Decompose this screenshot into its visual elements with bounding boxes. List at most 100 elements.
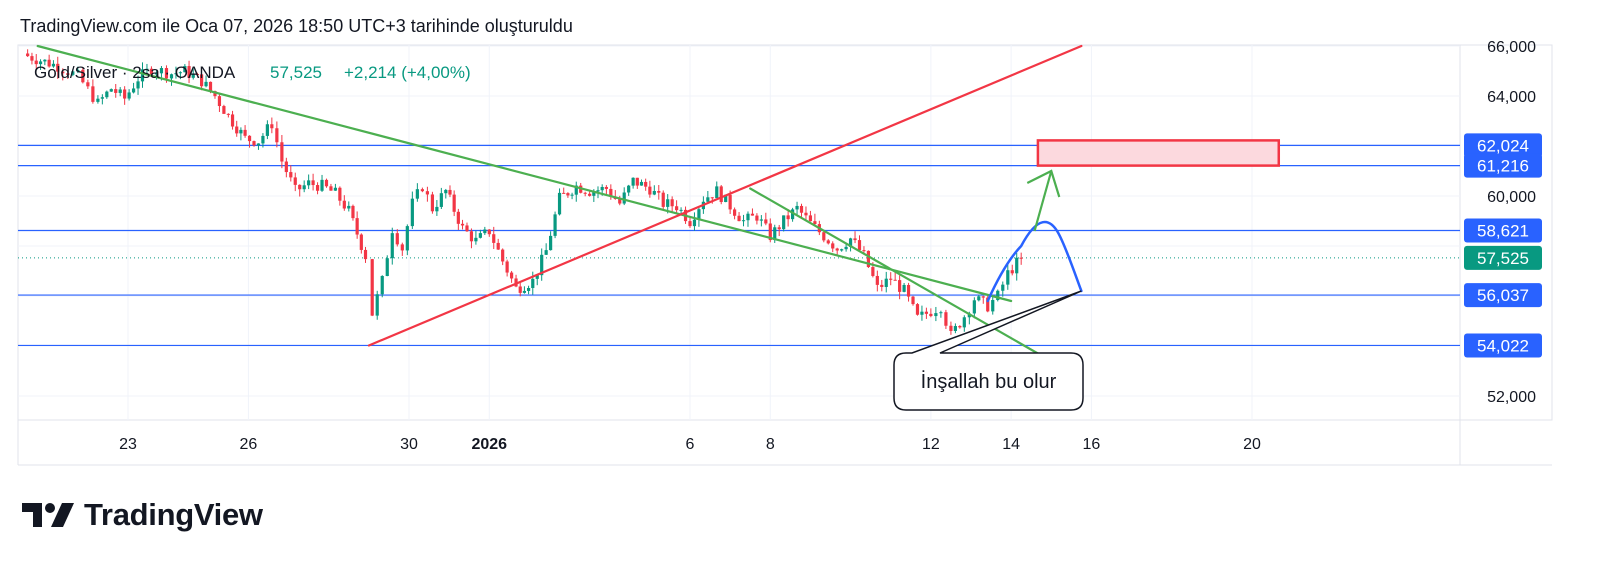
last-price-tag[interactable] <box>1464 245 1542 270</box>
candle-body <box>939 312 943 314</box>
candle-body <box>786 215 790 220</box>
price-level-tag[interactable] <box>1464 218 1542 243</box>
candle-body <box>929 313 933 317</box>
candle-body <box>342 200 346 209</box>
candle-body <box>902 284 906 292</box>
arrow-head[interactable] <box>1026 169 1061 198</box>
projection-curve[interactable] <box>986 220 1083 303</box>
green-trendline-long[interactable] <box>36 44 1013 303</box>
candle-body <box>501 249 505 262</box>
price-level-tag[interactable] <box>1464 333 1542 358</box>
candle-body <box>562 192 566 194</box>
candle-body <box>666 199 670 207</box>
price-level-tag[interactable] <box>1464 133 1542 158</box>
candle-body <box>737 215 741 222</box>
legend-change: +2,214 (+4,00%) <box>344 63 471 82</box>
candle-body <box>178 72 183 74</box>
candle-body <box>764 219 768 224</box>
legend-symbol: Gold/Silver · 2sa · OANDA <box>34 63 236 82</box>
candle-body <box>544 250 548 255</box>
candle-body <box>145 68 149 70</box>
candle-body <box>284 161 288 173</box>
candle-body <box>692 219 697 227</box>
candle-body <box>140 69 145 82</box>
candle-body <box>435 206 439 212</box>
time-tick-label: 6 <box>686 436 695 453</box>
price-level-tag[interactable] <box>1464 153 1542 178</box>
candle-body <box>826 240 830 244</box>
candle-body <box>208 81 213 92</box>
candle-body <box>375 294 379 316</box>
candle-body <box>866 250 871 268</box>
candle-body <box>996 290 1000 301</box>
candle-body <box>675 206 679 211</box>
candle-body <box>604 186 608 189</box>
price-tag-label: 58,621 <box>1477 221 1529 240</box>
candle-body <box>127 92 131 99</box>
candle-body <box>724 194 728 203</box>
candle-body <box>96 98 100 102</box>
candle-body <box>977 296 981 301</box>
callout-box[interactable] <box>893 290 1084 411</box>
candle-body <box>981 296 985 298</box>
candle-body <box>105 91 109 98</box>
candle-body <box>452 194 456 212</box>
candle-body <box>256 143 261 146</box>
candle-body <box>183 66 187 73</box>
candle-body <box>782 215 786 230</box>
candle-body <box>697 209 701 220</box>
candle-body <box>30 56 34 61</box>
candle-body <box>226 113 230 115</box>
candle-body <box>618 198 622 204</box>
time-tick-label: 26 <box>240 436 258 453</box>
grid <box>17 44 1553 466</box>
candle-body <box>526 288 531 291</box>
candle-body <box>496 242 500 250</box>
candle-body <box>395 233 399 245</box>
candle-body <box>324 179 329 187</box>
candle-body <box>136 81 140 89</box>
brand-name: TradingView <box>84 497 263 532</box>
candle-body <box>252 141 256 146</box>
time-tick-label: 23 <box>119 436 137 453</box>
candle-body <box>822 232 826 241</box>
candle-body <box>588 193 592 196</box>
price-level-tag[interactable] <box>1464 283 1542 308</box>
candle-body <box>38 61 43 65</box>
candle-body <box>583 192 587 194</box>
candle-body <box>1015 257 1019 274</box>
target-box[interactable] <box>1036 139 1281 167</box>
candle-body <box>483 229 487 234</box>
price-tick-label: 66,000 <box>1487 39 1536 56</box>
candle-body <box>596 190 600 192</box>
candle-body <box>265 124 269 136</box>
candle-body <box>715 186 719 199</box>
tradingview-logo-icon <box>22 503 74 527</box>
candle-body <box>893 279 897 281</box>
candle-body <box>622 192 626 204</box>
candle-body <box>813 221 817 225</box>
candle-body <box>91 86 95 102</box>
candle-body <box>43 59 47 62</box>
candle-body <box>958 326 962 328</box>
candle-body <box>911 296 915 305</box>
candle-body <box>187 66 191 78</box>
candle-body <box>566 193 570 196</box>
candle-body <box>862 250 866 252</box>
candle-body <box>728 194 732 210</box>
candle-body <box>487 229 491 235</box>
candle-body <box>661 192 665 207</box>
candle-body <box>719 186 723 203</box>
price-tag-label: 56,037 <box>1477 286 1529 305</box>
candle-body <box>915 304 920 315</box>
chart-caption: TradingView.com ile Oca 07, 2026 18:50 U… <box>20 16 573 36</box>
red-trendline[interactable] <box>367 44 1083 347</box>
price-tick-label: 52,000 <box>1487 389 1536 406</box>
candle-body <box>460 223 465 226</box>
candle-body <box>920 311 924 315</box>
candle-body <box>688 221 692 227</box>
arrow-shaft[interactable] <box>1033 170 1053 232</box>
candle-body <box>61 71 65 74</box>
candle-body <box>430 194 435 212</box>
